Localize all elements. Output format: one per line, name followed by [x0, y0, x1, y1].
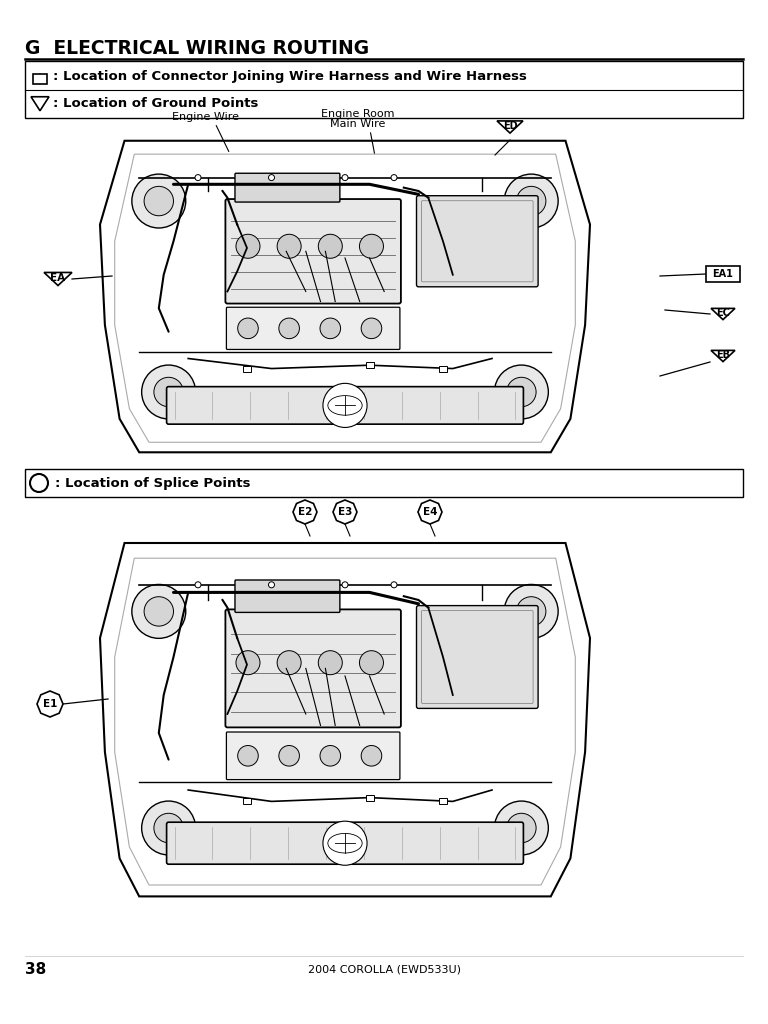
Text: Main Wire: Main Wire: [330, 119, 386, 129]
Text: : Location of Connector Joining Wire Harness and Wire Harness: : Location of Connector Joining Wire Har…: [53, 70, 527, 83]
Bar: [243, 366, 251, 372]
Circle shape: [269, 175, 274, 180]
FancyBboxPatch shape: [225, 199, 401, 303]
FancyBboxPatch shape: [227, 307, 400, 349]
Circle shape: [144, 597, 174, 626]
FancyBboxPatch shape: [227, 732, 400, 779]
FancyBboxPatch shape: [167, 822, 524, 864]
Polygon shape: [100, 140, 590, 453]
Circle shape: [318, 234, 343, 258]
Circle shape: [236, 650, 260, 675]
Circle shape: [361, 745, 382, 766]
Bar: [25, 469, 743, 497]
Circle shape: [391, 175, 397, 180]
Circle shape: [279, 745, 300, 766]
FancyBboxPatch shape: [235, 580, 340, 612]
Circle shape: [237, 745, 258, 766]
Polygon shape: [37, 691, 63, 717]
Circle shape: [277, 650, 301, 675]
Circle shape: [154, 377, 184, 407]
Circle shape: [195, 175, 201, 180]
Circle shape: [342, 175, 348, 180]
Circle shape: [154, 813, 184, 843]
Bar: [706, 266, 740, 282]
Circle shape: [277, 234, 301, 258]
Circle shape: [323, 821, 367, 865]
Circle shape: [517, 597, 546, 626]
Circle shape: [279, 318, 300, 339]
Circle shape: [141, 365, 196, 419]
Polygon shape: [497, 121, 523, 133]
Circle shape: [237, 318, 258, 339]
Circle shape: [323, 383, 367, 427]
Text: 2004 COROLLA (EWD533U): 2004 COROLLA (EWD533U): [307, 964, 461, 974]
Text: : Location of Ground Points: : Location of Ground Points: [53, 97, 258, 111]
Circle shape: [132, 174, 186, 228]
Circle shape: [144, 186, 174, 216]
Text: 38: 38: [25, 962, 46, 977]
Circle shape: [236, 234, 260, 258]
Text: : Location of Splice Points: : Location of Splice Points: [55, 476, 250, 489]
Bar: [25, 61, 743, 118]
Text: EA: EA: [51, 273, 65, 284]
Text: Engine Room: Engine Room: [321, 109, 395, 119]
Circle shape: [507, 377, 536, 407]
Circle shape: [495, 801, 548, 855]
Text: E1: E1: [43, 699, 57, 709]
Circle shape: [517, 186, 546, 216]
Circle shape: [507, 813, 536, 843]
Bar: [33, 74, 47, 84]
Text: EB: EB: [716, 350, 730, 360]
Text: ED: ED: [503, 122, 518, 131]
Polygon shape: [293, 500, 317, 524]
Bar: [366, 795, 373, 801]
Bar: [243, 799, 251, 805]
Circle shape: [505, 585, 558, 638]
Polygon shape: [44, 272, 72, 286]
Circle shape: [505, 174, 558, 228]
Polygon shape: [711, 308, 735, 319]
Polygon shape: [100, 543, 590, 896]
Circle shape: [132, 585, 186, 638]
Circle shape: [342, 582, 348, 588]
Circle shape: [359, 234, 383, 258]
FancyBboxPatch shape: [416, 605, 538, 709]
Bar: [439, 799, 447, 805]
Circle shape: [318, 650, 343, 675]
Text: EC: EC: [716, 308, 730, 318]
Bar: [439, 366, 447, 372]
Bar: [366, 362, 373, 369]
Circle shape: [495, 365, 548, 419]
Circle shape: [320, 318, 340, 339]
Text: Engine Wire: Engine Wire: [171, 112, 239, 122]
Text: EA1: EA1: [713, 269, 733, 279]
Circle shape: [141, 801, 196, 855]
Circle shape: [195, 582, 201, 588]
Polygon shape: [711, 350, 735, 361]
Circle shape: [320, 745, 340, 766]
Circle shape: [30, 474, 48, 492]
Circle shape: [361, 318, 382, 339]
FancyBboxPatch shape: [225, 609, 401, 727]
Text: G  ELECTRICAL WIRING ROUTING: G ELECTRICAL WIRING ROUTING: [25, 39, 369, 58]
Polygon shape: [418, 500, 442, 524]
Circle shape: [359, 650, 383, 675]
Text: E4: E4: [422, 507, 437, 517]
Text: E3: E3: [338, 507, 353, 517]
FancyBboxPatch shape: [416, 196, 538, 287]
Text: E2: E2: [298, 507, 312, 517]
Polygon shape: [31, 96, 49, 111]
FancyBboxPatch shape: [167, 387, 524, 424]
FancyBboxPatch shape: [235, 173, 340, 202]
Circle shape: [391, 582, 397, 588]
Polygon shape: [333, 500, 357, 524]
Circle shape: [269, 582, 274, 588]
